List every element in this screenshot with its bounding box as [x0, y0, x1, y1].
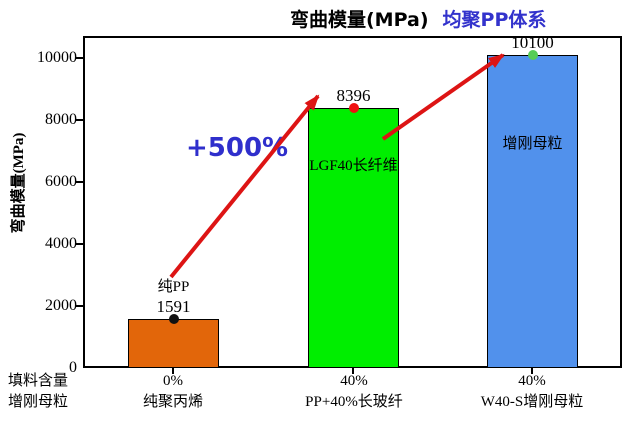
y-axis-title: 弯曲模量(MPa) [11, 132, 27, 234]
data-point-dot [348, 103, 359, 113]
bar-name-label: 纯PP [157, 279, 190, 295]
growth-percent-annotation: +500% [186, 133, 289, 163]
chart-title-main: 弯曲模量(MPa) [290, 9, 429, 31]
bar-value: 1591 [156, 297, 191, 316]
y-tick-mark [76, 243, 83, 245]
y-tick-mark [76, 181, 83, 183]
x-axis-row2-header: 增刚母粒 [8, 394, 69, 410]
chart-title: 弯曲模量(MPa) 均聚PP体系 [290, 5, 546, 32]
data-point-dot [527, 50, 538, 60]
category-name: W40-S增刚母粒 [480, 394, 584, 410]
category-label-1: 40% PP+40%长玻纤 [264, 371, 444, 413]
category-filler: 40% [518, 373, 546, 389]
data-point-dot [168, 314, 179, 324]
bar-masterbatch: 10100 增刚母粒 [487, 33, 578, 368]
chart-title-highlight: 均聚PP体系 [442, 9, 547, 31]
x-axis-headers: 填料含量 增刚母粒 [8, 371, 78, 413]
y-tick-mark [76, 57, 83, 59]
x-tick-mark [531, 368, 533, 374]
category-label-2: 40% W40-S增刚母粒 [442, 371, 622, 413]
y-tick-label: 4000 [45, 235, 77, 252]
bar-value-label: 纯PP 1591 [157, 277, 191, 317]
y-tick-label: 0 [69, 359, 77, 376]
y-tick-label: 10000 [37, 49, 77, 66]
bar-value-label: 8396 [337, 86, 371, 106]
bar-lgf40: 8396 LGF40长纤维 [308, 86, 399, 368]
x-tick-mark [172, 368, 174, 374]
y-tick-label: 2000 [45, 297, 77, 314]
x-axis-row1-header: 填料含量 [8, 373, 69, 389]
bar-value-label: 10100 [511, 33, 554, 53]
category-filler: 0% [163, 373, 183, 389]
y-tick-mark [76, 119, 83, 121]
y-tick-label: 8000 [45, 111, 77, 128]
category-filler: 40% [340, 373, 368, 389]
category-label-0: 0% 纯聚丙烯 [83, 371, 263, 413]
category-name: PP+40%长玻纤 [305, 394, 403, 410]
x-tick-mark [352, 368, 354, 374]
category-name: 纯聚丙烯 [142, 394, 203, 410]
bar-value: 8396 [336, 86, 371, 105]
bar-value: 10100 [511, 33, 554, 52]
y-tick-mark [76, 305, 83, 307]
y-tick-label: 6000 [45, 173, 77, 190]
bar-pure-pp: 纯PP 1591 [128, 279, 219, 368]
bar-inner-label: 增刚母粒 [502, 136, 563, 152]
bar-inner-label: LGF40长纤维 [309, 158, 398, 174]
